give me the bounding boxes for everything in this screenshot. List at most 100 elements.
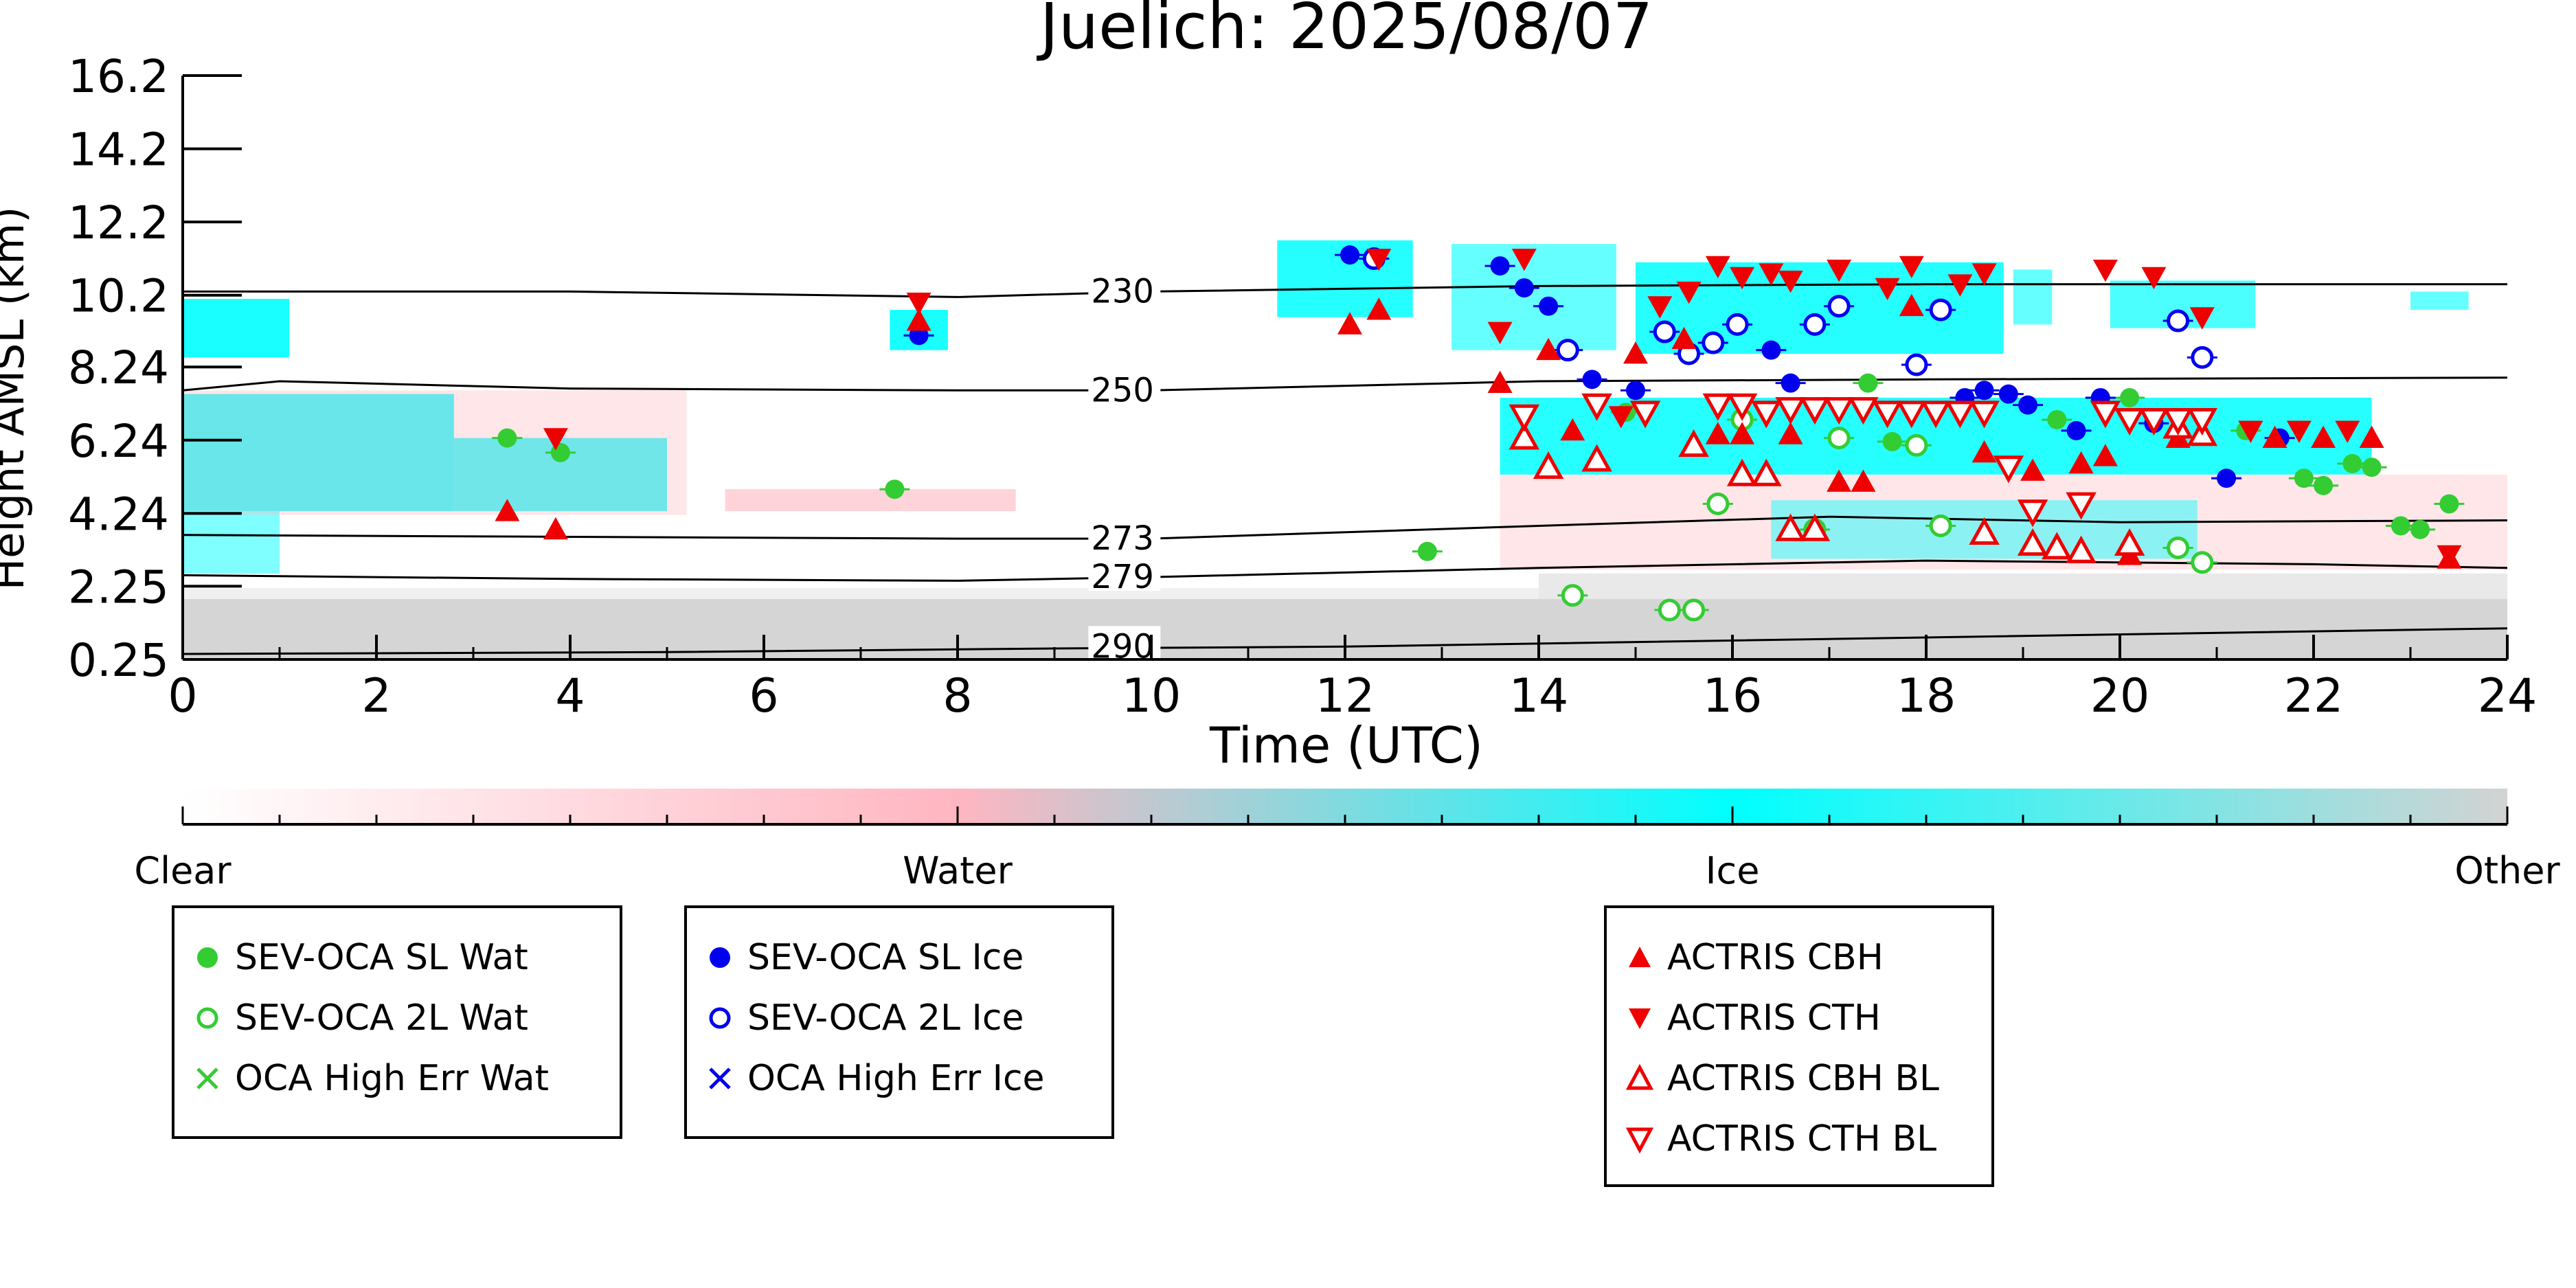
x-tick-label: 6 — [749, 669, 778, 723]
data-point — [1759, 263, 1784, 286]
data-point — [1366, 297, 1392, 320]
data-point — [1487, 370, 1513, 393]
data-point — [543, 517, 568, 540]
data-point — [1705, 422, 1730, 444]
legend-entry: OCA High Err Wat — [191, 1048, 620, 1109]
data-point — [1974, 381, 1994, 400]
data-markers — [492, 245, 2465, 622]
class-region — [1451, 244, 1616, 350]
legend-label: SEV-OCA 2L Wat — [235, 997, 528, 1039]
data-point — [497, 428, 517, 448]
x-tick-label: 24 — [2478, 669, 2538, 723]
legend-entry: SEV-OCA SL Ice — [703, 927, 1111, 988]
data-point — [2342, 453, 2362, 473]
data-point — [1781, 373, 1800, 393]
data-point — [1417, 541, 1437, 561]
y-tick-label: 8.24 — [68, 341, 169, 394]
data-point — [1487, 321, 1513, 344]
data-point — [1827, 469, 1852, 492]
data-point — [2092, 260, 2118, 282]
data-point — [495, 499, 520, 521]
data-point — [1969, 400, 2000, 429]
legend-entry: ACTRIS CBH — [1623, 927, 1991, 988]
colorbar-label: Water — [903, 849, 1013, 892]
y-tick-label: 0.25 — [68, 634, 169, 687]
legend-entry: SEV-OCA SL Wat — [191, 927, 620, 988]
data-point — [1511, 249, 1537, 271]
data-point — [2311, 425, 2336, 448]
data-point — [2066, 535, 2097, 563]
isotherm-label-bg — [1088, 556, 1161, 591]
isotherm-line — [182, 376, 2508, 392]
data-point — [2189, 307, 2215, 330]
legend-label: OCA High Err Ice — [747, 1058, 1045, 1099]
data-point — [1533, 451, 1564, 479]
data-point — [1514, 278, 1534, 298]
data-point — [2138, 408, 2169, 436]
x-tick-label: 0 — [168, 669, 197, 723]
isotherm-label: 273 — [1091, 519, 1154, 558]
class-region — [2013, 269, 2053, 325]
data-point — [1726, 393, 1758, 421]
y-tick-label: 10.2 — [68, 270, 169, 323]
data-point — [1671, 326, 1697, 350]
data-point — [2191, 551, 2214, 574]
data-point — [1647, 296, 1673, 319]
data-point — [2017, 528, 2048, 556]
x-tick-label: 22 — [2284, 669, 2344, 723]
legend-entry: SEV-OCA 2L Ice — [703, 988, 1111, 1048]
data-point — [2162, 408, 2193, 436]
data-point — [1751, 458, 1782, 486]
data-point — [2187, 408, 2218, 436]
isotherm-label-bg — [1088, 626, 1161, 661]
data-point — [2217, 468, 2237, 488]
classification-colorbar: Clear Water Ice Other — [134, 789, 2560, 892]
legend-label: SEV-OCA SL Ice — [747, 937, 1024, 978]
isotherm-line — [182, 627, 2508, 655]
data-point — [1827, 260, 1852, 282]
data-point — [1726, 313, 1749, 336]
data-point — [1581, 393, 1612, 421]
data-point — [1761, 340, 1781, 360]
y-tick-label: 2.25 — [68, 561, 169, 613]
data-point — [2437, 545, 2462, 568]
data-point — [1971, 440, 1997, 463]
x-tick-label: 18 — [1897, 669, 1956, 723]
class-region — [183, 588, 1539, 600]
y-tick-label: 16.2 — [68, 50, 169, 103]
data-point — [1629, 400, 1661, 429]
class-region — [183, 511, 280, 574]
legend-marker-icon — [709, 1067, 731, 1089]
data-point — [2042, 532, 2072, 560]
data-point — [1875, 278, 1900, 301]
data-point — [1623, 341, 1648, 364]
isotherm-label: 250 — [1091, 371, 1154, 409]
legend-entry: ACTRIS CTH BL — [1623, 1109, 1991, 1169]
y-tick-label: 14.2 — [68, 124, 169, 177]
data-point — [2020, 458, 2046, 481]
isotherm-line — [182, 559, 2508, 582]
data-point — [2066, 492, 2097, 520]
data-point — [1803, 313, 1827, 336]
data-point — [2167, 536, 2190, 559]
data-point — [1702, 393, 1734, 421]
data-point — [2092, 444, 2118, 466]
data-point — [1539, 296, 1559, 316]
data-point — [1993, 455, 2024, 484]
data-point — [2410, 519, 2430, 539]
data-point — [1969, 517, 2000, 545]
legend-label: SEV-OCA 2L Ice — [747, 997, 1024, 1039]
legend-entry: SEV-OCA 2L Wat — [191, 988, 620, 1048]
data-point — [1905, 353, 1928, 376]
x-tick-label: 8 — [942, 669, 972, 723]
data-point — [1581, 444, 1612, 472]
data-point — [1536, 337, 1561, 361]
data-point — [885, 479, 905, 499]
data-point — [1827, 295, 1851, 318]
data-point — [2391, 516, 2410, 536]
isotherm-line — [182, 515, 2508, 540]
legend-water: SEV-OCA SL Wat SEV-OCA 2L Wat OCA High Err… — [172, 905, 622, 1139]
legend-label: OCA High Err Wat — [235, 1058, 549, 1099]
